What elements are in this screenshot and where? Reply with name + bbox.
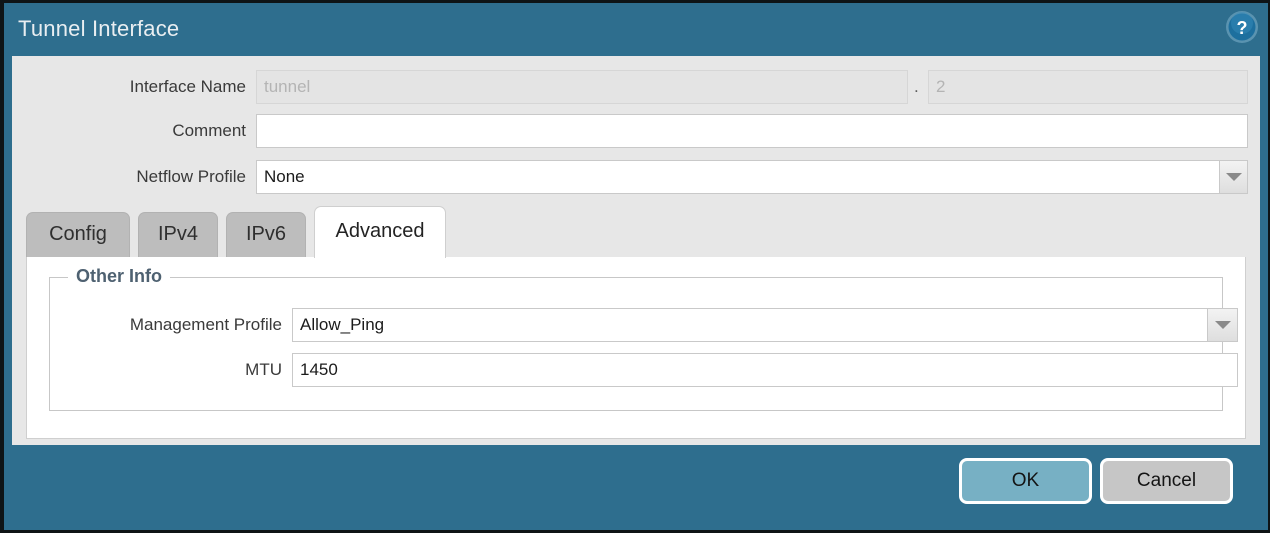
cancel-button-label: Cancel	[1136, 470, 1197, 491]
netflow-profile-row: Netflow Profile	[12, 160, 1260, 194]
chevron-down-icon	[1225, 173, 1242, 181]
tab-config[interactable]: Config	[26, 212, 130, 258]
interface-name-row: Interface Name .	[12, 70, 1260, 104]
tab-ipv4-label: IPv4	[157, 223, 199, 245]
ok-button-label: OK	[1011, 470, 1040, 491]
management-profile-label: Management Profile	[129, 315, 282, 334]
tab-ipv6-label: IPv6	[245, 223, 287, 245]
dialog-body: Interface Name . Comment Netflow Profile…	[12, 56, 1260, 445]
netflow-profile-label: Netflow Profile	[136, 167, 246, 186]
management-profile-dropdown-button[interactable]	[1208, 308, 1238, 342]
help-circle-icon[interactable]: ?	[1225, 10, 1259, 44]
interface-name-separator: .	[914, 77, 919, 96]
tab-panel-advanced: Other Info Management Profile MTU	[26, 257, 1246, 439]
comment-label: Comment	[172, 121, 246, 140]
netflow-profile-input[interactable]	[256, 160, 1220, 194]
netflow-profile-dropdown-button[interactable]	[1220, 160, 1248, 194]
management-profile-row: Management Profile	[50, 308, 1238, 342]
management-profile-input[interactable]	[292, 308, 1208, 342]
dialog-footer: OK Cancel	[4, 445, 1268, 530]
tab-strip: Config IPv4 IPv6 Advanced	[26, 206, 1246, 258]
other-info-legend: Other Info	[68, 266, 170, 287]
other-info-fieldset: Other Info Management Profile MTU	[49, 266, 1238, 411]
tab-ipv6[interactable]: IPv6	[226, 212, 306, 258]
mtu-row: MTU	[50, 353, 1238, 387]
svg-text:?: ?	[1237, 18, 1248, 38]
interface-name-label: Interface Name	[129, 77, 246, 96]
mtu-label: MTU	[245, 360, 282, 379]
mtu-input[interactable]	[292, 353, 1238, 387]
dialog-title: Tunnel Interface	[18, 16, 180, 41]
interface-name-prefix-input[interactable]	[256, 70, 908, 104]
dialog-titlebar: Tunnel Interface ?	[4, 3, 1268, 56]
cancel-button[interactable]: Cancel	[1100, 458, 1233, 504]
tab-config-label: Config	[49, 223, 107, 245]
tab-ipv4[interactable]: IPv4	[138, 212, 218, 258]
comment-row: Comment	[12, 114, 1260, 148]
ok-button[interactable]: OK	[959, 458, 1092, 504]
chevron-down-icon	[1214, 321, 1231, 329]
interface-name-suffix-input[interactable]	[928, 70, 1248, 104]
tab-advanced[interactable]: Advanced	[314, 206, 446, 258]
comment-input[interactable]	[256, 114, 1248, 148]
tab-advanced-label: Advanced	[335, 220, 425, 242]
